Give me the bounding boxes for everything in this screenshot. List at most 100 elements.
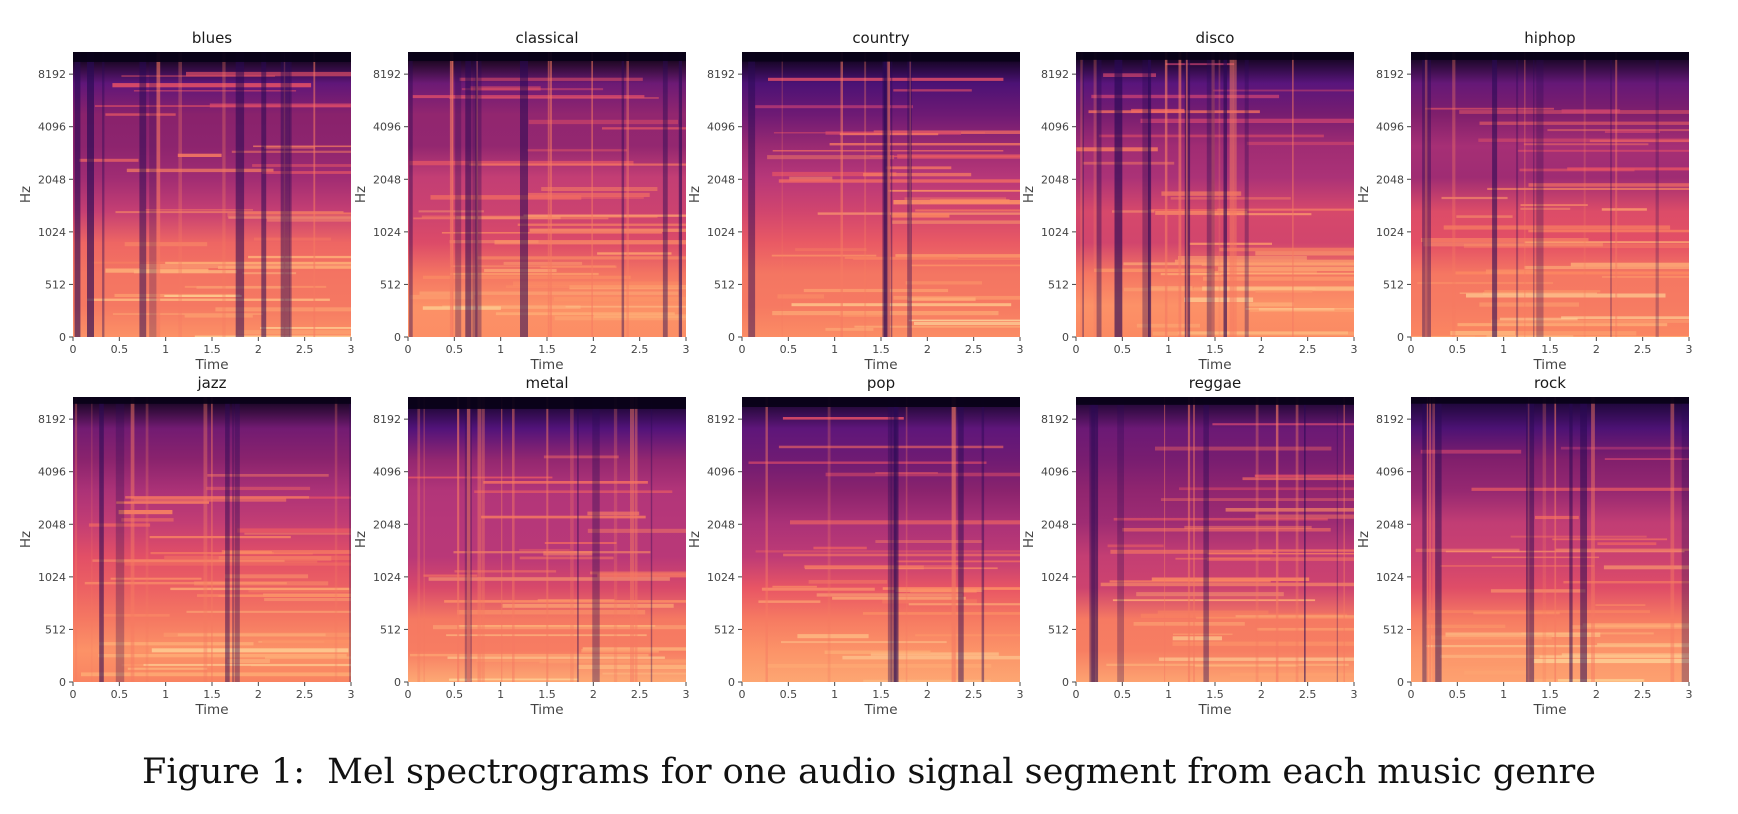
x-tick-label: 1	[1165, 343, 1172, 356]
y-tick-label: 8192	[1376, 413, 1404, 426]
spectrogram-texture	[1411, 397, 1689, 682]
y-tick-label: 8192	[373, 413, 401, 426]
figure-caption-label: Figure 1:	[142, 752, 306, 792]
x-tick-label: 1.5	[1541, 343, 1559, 356]
x-tick-label: 2.5	[965, 343, 983, 356]
y-tick-label: 2048	[1376, 173, 1404, 186]
x-tick-label: 3	[1351, 688, 1358, 701]
x-tick-label: 2	[1593, 688, 1600, 701]
x-tick-label: 2.5	[296, 343, 314, 356]
y-tick-label: 8192	[38, 413, 66, 426]
panel-title: classical	[515, 29, 578, 47]
x-tick-label: 0	[739, 688, 746, 701]
spectrogram-panel: jazz 0 512 1024 2048 4096 8192 0 0.5 1 1.5 2 2.5 3 Tim…	[18, 374, 355, 718]
x-tick-label: 1	[831, 343, 838, 356]
x-tick-label: 2	[255, 343, 262, 356]
y-tick-label: 1024	[1376, 226, 1404, 239]
x-tick-label: 0	[70, 688, 77, 701]
x-tick-label: 2	[924, 688, 931, 701]
x-tick-label: 2	[1593, 343, 1600, 356]
x-tick-label: 0	[739, 343, 746, 356]
x-tick-label: 1.5	[1206, 343, 1224, 356]
x-tick-label: 2.5	[631, 688, 649, 701]
spectrogram-texture	[742, 52, 1020, 337]
x-tick-label: 0	[1408, 688, 1415, 701]
x-axis-label: Time	[529, 702, 563, 718]
y-tick-label: 512	[714, 278, 735, 291]
x-tick-label: 0.5	[446, 688, 464, 701]
y-tick-label: 512	[45, 278, 66, 291]
y-axis-label: Hz	[353, 186, 369, 203]
panel-title: metal	[525, 374, 568, 392]
x-tick-label: 2	[1258, 688, 1265, 701]
x-tick-label: 0	[405, 343, 412, 356]
panel-title: rock	[1534, 374, 1566, 392]
y-axis-label: Hz	[687, 186, 703, 203]
spectrogram-texture	[1076, 397, 1354, 682]
panel-title: jazz	[196, 374, 226, 392]
x-tick-label: 0.5	[111, 688, 129, 701]
y-tick-label: 4096	[1376, 121, 1404, 134]
spectrogram-texture	[408, 397, 686, 682]
spectrogram-texture	[742, 397, 1020, 682]
y-tick-label: 1024	[1041, 226, 1069, 239]
x-tick-label: 2	[255, 688, 262, 701]
spectrogram-panel: reggae 0 512 1024 2048 4096 8192 0 0.5 1 1.5 2 2.5 3 T…	[1021, 374, 1358, 718]
x-tick-label: 0.5	[1114, 343, 1132, 356]
x-tick-label: 3	[1017, 688, 1024, 701]
y-tick-label: 512	[1048, 278, 1069, 291]
x-tick-label: 2	[590, 688, 597, 701]
x-tick-label: 3	[1351, 343, 1358, 356]
x-tick-label: 0.5	[1449, 688, 1467, 701]
spectrogram-figure: blues 0 512 1024 2048 4096 8192 0 0.5 1 1.5 2 2.5 3 Ti…	[18, 29, 1693, 718]
y-tick-label: 0	[394, 331, 401, 344]
y-tick-label: 2048	[38, 173, 66, 186]
y-tick-label: 2048	[1041, 518, 1069, 531]
x-tick-label: 2.5	[1299, 343, 1317, 356]
y-axis-label: Hz	[18, 186, 34, 203]
y-tick-label: 512	[380, 623, 401, 636]
y-tick-label: 512	[1383, 623, 1404, 636]
x-tick-label: 1	[497, 688, 504, 701]
x-tick-label: 0	[1408, 343, 1415, 356]
x-axis-label: Time	[1532, 702, 1566, 718]
y-tick-label: 8192	[1041, 68, 1069, 81]
y-tick-label: 2048	[373, 518, 401, 531]
x-tick-label: 1	[1500, 688, 1507, 701]
y-tick-label: 4096	[1041, 466, 1069, 479]
spectrogram-panel: pop 0 512 1024 2048 4096 8192 0 0.5 1 1.5 2 2.5 3 Time…	[687, 374, 1024, 718]
x-tick-label: 2.5	[1634, 688, 1652, 701]
x-tick-label: 0.5	[111, 343, 129, 356]
y-tick-label: 1024	[373, 571, 401, 584]
x-tick-label: 2	[1258, 343, 1265, 356]
y-tick-label: 2048	[1041, 173, 1069, 186]
x-tick-label: 0	[1073, 688, 1080, 701]
y-tick-label: 1024	[1041, 571, 1069, 584]
y-tick-label: 2048	[707, 173, 735, 186]
y-tick-label: 1024	[373, 226, 401, 239]
y-tick-label: 4096	[38, 121, 66, 134]
y-tick-label: 512	[1048, 623, 1069, 636]
x-tick-label: 2.5	[1299, 688, 1317, 701]
x-tick-label: 3	[348, 343, 355, 356]
x-axis-label: Time	[1197, 357, 1231, 373]
panel-title: reggae	[1189, 374, 1242, 392]
x-axis-label: Time	[194, 357, 228, 373]
figure-caption-text: Mel spectrograms for one audio signal se…	[327, 752, 1596, 792]
x-tick-label: 1.5	[538, 343, 556, 356]
y-tick-label: 0	[59, 676, 66, 689]
x-tick-label: 0	[70, 343, 77, 356]
y-tick-label: 4096	[707, 121, 735, 134]
x-tick-label: 1	[831, 688, 838, 701]
spectrogram-panel: metal 0 512 1024 2048 4096 8192 0 0.5 1 1.5 2 2.5 3 Ti…	[353, 374, 690, 718]
spectrogram-heatmap	[73, 52, 351, 337]
y-axis-label: Hz	[687, 531, 703, 548]
y-tick-label: 0	[1397, 676, 1404, 689]
x-tick-label: 0.5	[780, 343, 798, 356]
y-tick-label: 0	[728, 331, 735, 344]
x-axis-label: Time	[863, 357, 897, 373]
x-tick-label: 2.5	[631, 343, 649, 356]
y-axis-label: Hz	[353, 531, 369, 548]
x-tick-label: 0	[1073, 343, 1080, 356]
y-tick-label: 8192	[38, 68, 66, 81]
